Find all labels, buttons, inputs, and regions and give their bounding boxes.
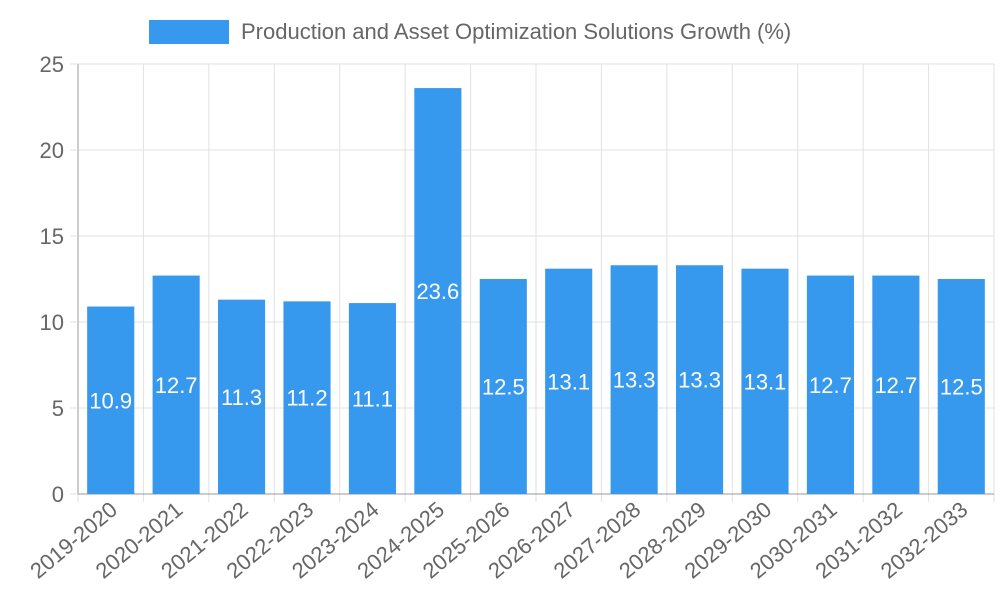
bar[interactable] bbox=[152, 275, 200, 494]
data-label: 12.7 bbox=[874, 373, 917, 398]
data-label: 13.3 bbox=[613, 368, 656, 393]
data-label: 12.7 bbox=[155, 373, 198, 398]
data-label: 12.5 bbox=[482, 375, 525, 400]
data-label: 11.1 bbox=[352, 387, 393, 412]
data-label: 12.7 bbox=[809, 373, 852, 398]
bar[interactable] bbox=[676, 265, 724, 494]
legend-label: Production and Asset Optimization Soluti… bbox=[241, 19, 791, 44]
bars bbox=[87, 88, 985, 494]
y-tick-label: 20 bbox=[40, 138, 64, 163]
bar[interactable] bbox=[348, 303, 396, 494]
bar[interactable] bbox=[741, 268, 789, 494]
bar[interactable] bbox=[872, 275, 920, 494]
y-tick-label: 5 bbox=[52, 396, 64, 421]
y-tick-label: 10 bbox=[40, 310, 64, 335]
data-label: 10.9 bbox=[89, 388, 132, 413]
bar[interactable] bbox=[610, 265, 658, 494]
bar[interactable] bbox=[545, 268, 593, 494]
data-label: 12.5 bbox=[940, 375, 983, 400]
x-axis-ticks: 2019-20202020-20212021-20222022-20232023… bbox=[25, 497, 972, 584]
y-axis-ticks: 0 5 10 15 20 25 bbox=[40, 52, 78, 507]
grid-lines bbox=[77, 63, 995, 502]
bar[interactable] bbox=[283, 301, 331, 494]
legend[interactable]: Production and Asset Optimization Soluti… bbox=[149, 19, 791, 44]
legend-swatch bbox=[149, 20, 229, 44]
bar[interactable] bbox=[806, 275, 854, 494]
y-tick-label: 15 bbox=[40, 224, 64, 249]
bar[interactable] bbox=[479, 279, 527, 494]
bar[interactable] bbox=[414, 88, 462, 494]
data-label: 13.1 bbox=[744, 369, 787, 394]
bar[interactable] bbox=[87, 306, 135, 494]
data-label: 11.3 bbox=[221, 385, 262, 410]
bar[interactable] bbox=[218, 299, 266, 494]
data-label: 11.2 bbox=[286, 386, 327, 411]
data-label: 13.3 bbox=[678, 368, 721, 393]
y-tick-label: 0 bbox=[52, 482, 64, 507]
bar[interactable] bbox=[937, 279, 985, 494]
y-tick-label: 25 bbox=[40, 52, 64, 77]
data-label: 23.6 bbox=[416, 279, 459, 304]
data-labels: 10.9 12.7 11.3 11.2 11.1 23.6 12.5 13.1 13.3 13.3… bbox=[89, 279, 982, 413]
data-label: 13.1 bbox=[547, 369, 590, 394]
